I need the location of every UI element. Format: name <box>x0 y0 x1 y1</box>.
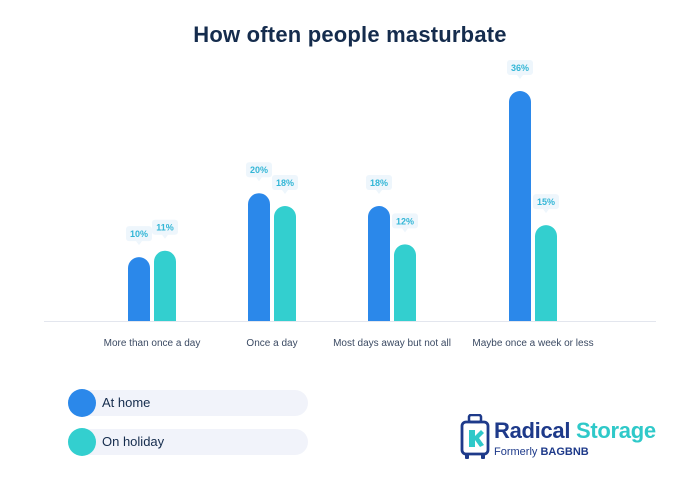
x-tick-label-most-days-away-but-not-all: Most days away but not all <box>333 338 451 349</box>
brand-name-part2: Storage <box>575 418 656 443</box>
x-tick-label-more-than-once-a-day: More than once a day <box>104 338 201 349</box>
data-label-at-home-more-than-once-a-day: 10% <box>130 229 148 239</box>
bar-on-holiday-maybe-once-a-week-or-less <box>535 225 557 321</box>
data-label-on-holiday-once-a-day: 18% <box>276 178 294 188</box>
data-label-pointer <box>136 241 142 246</box>
data-label-pointer <box>517 75 523 79</box>
brand-name: Radical Storage <box>494 418 656 444</box>
legend-swatch-at-home <box>68 389 96 417</box>
data-label-at-home-maybe-once-a-week-or-less: 36% <box>511 63 529 73</box>
data-label-at-home-most-days-away-but-not-all: 18% <box>370 178 388 188</box>
data-label-on-holiday-maybe-once-a-week-or-less: 15% <box>537 197 555 207</box>
bar-at-home-maybe-once-a-week-or-less <box>509 91 531 321</box>
data-label-badge <box>246 162 272 178</box>
legend-item-at-home: At home <box>68 389 308 417</box>
bar-on-holiday-most-days-away-but-not-all <box>394 244 416 321</box>
x-tick-label-maybe-once-a-week-or-less: Maybe once a week or less <box>472 338 593 349</box>
data-label-pointer <box>376 190 382 194</box>
legend-swatch-on-holiday <box>68 428 96 456</box>
brand-logo: Radical Storage Formerly BAGBNB <box>460 412 680 462</box>
brand-formerly: Formerly BAGBNB <box>494 446 589 458</box>
chart-title: How often people masturbate <box>193 22 507 47</box>
luggage-icon <box>460 414 490 459</box>
brand-name-part1: Radical <box>494 418 571 443</box>
data-label-pointer <box>282 190 288 194</box>
legend-label-on-holiday: On holiday <box>102 434 165 449</box>
data-label-badge <box>533 194 559 210</box>
legend-item-on-holiday: On holiday <box>68 428 308 456</box>
data-label-pointer <box>402 228 408 233</box>
data-label-badge <box>366 175 392 190</box>
bar-chart: 10% 11% 20% 18% 18% 12% 36% 15% More than once … <box>44 60 656 349</box>
data-label-badge <box>507 60 533 75</box>
bar-on-holiday-once-a-day <box>274 206 296 321</box>
brand-formerly-name: BAGBNB <box>540 446 589 458</box>
data-label-at-home-once-a-day: 20% <box>250 165 268 175</box>
brand-formerly-prefix: Formerly <box>494 446 538 458</box>
bar-at-home-more-than-once-a-day <box>128 257 150 321</box>
data-label-badge <box>272 175 298 190</box>
data-label-badge <box>392 213 418 229</box>
data-label-on-holiday-more-than-once-a-day: 11% <box>156 223 174 233</box>
bars-layer: 10% 11% 20% 18% 18% 12% 36% 15% <box>126 60 559 321</box>
bar-at-home-most-days-away-but-not-all <box>368 206 390 321</box>
data-label-badge <box>152 219 178 235</box>
data-label-badge <box>126 226 152 242</box>
legend-label-at-home: At home <box>102 395 151 410</box>
bar-on-holiday-more-than-once-a-day <box>154 250 176 321</box>
data-label-on-holiday-most-days-away-but-not-all: 12% <box>396 216 414 226</box>
bar-at-home-once-a-day <box>248 193 270 321</box>
data-label-pointer <box>543 209 549 214</box>
data-label-pointer <box>162 234 168 239</box>
data-label-pointer <box>256 177 262 182</box>
x-tick-label-once-a-day: Once a day <box>246 338 297 349</box>
